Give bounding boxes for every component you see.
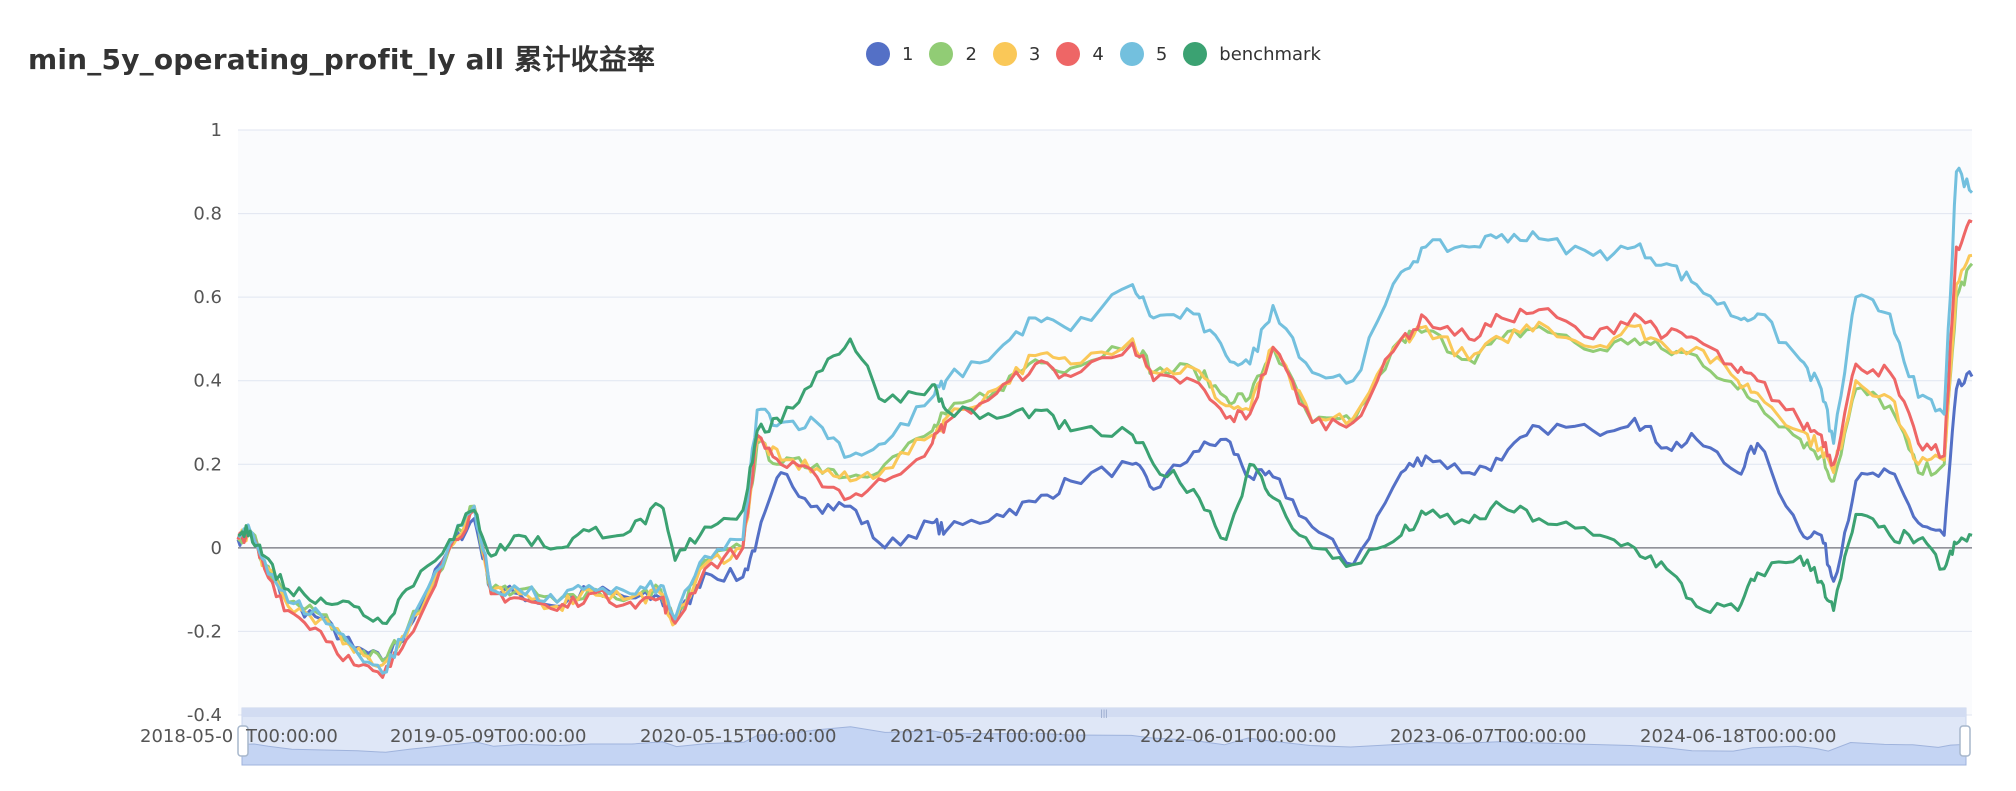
legend-marker-icon [1056,42,1081,66]
legend-item-2[interactable]: 2 [929,42,977,66]
y-tick-label: -0.2 [187,621,222,642]
legend-item-4[interactable]: 4 [1056,42,1104,66]
y-tick-label: 0.8 [193,204,222,225]
y-tick-label: 0.6 [193,287,222,308]
y-tick-label: 0.4 [193,371,222,392]
x-tick-label: 2022-06-01T00:00:00 [1140,726,1336,747]
x-tick-label: 2019-05-09T00:00:00 [390,726,586,747]
legend-marker-icon [866,42,890,66]
y-tick-label: 0.2 [193,454,222,475]
x-tick-label: 2021-05-24T00:00:00 [890,726,1086,747]
x-tick-label: 2020-05-15T00:00:00 [640,726,836,747]
legend-marker-icon [1183,42,1208,66]
legend-label: 4 [1092,43,1104,65]
x-tick-label: T00:00:00 [245,726,338,747]
legend-label: benchmark [1219,43,1321,65]
legend-marker-icon [929,42,954,66]
legend-label: 2 [965,43,977,65]
zoom-handle-right[interactable] [1959,725,1971,757]
legend-marker-icon [1119,42,1144,66]
legend-label: 1 [902,43,914,65]
zoom-grip-icon: ||| [1100,708,1107,718]
legend: 1 2 3 4 5 benchmark [866,40,1337,68]
x-tick-label: 2018-05-0 [140,726,233,747]
x-tick-label: 2023-06-07T00:00:00 [1390,726,1586,747]
plot-area [238,130,1972,715]
legend-label: 5 [1155,43,1168,65]
zoom-handle-left[interactable] [237,725,249,757]
legend-item-benchmark[interactable]: benchmark [1183,42,1321,66]
y-tick-label: -0.4 [187,705,222,726]
legend-item-3[interactable]: 3 [992,42,1041,66]
series-line-benchmark [237,337,1973,625]
series-line-5 [237,166,1974,675]
legend-marker-icon [992,42,1017,66]
zoom-preview [241,726,1967,766]
x-tick-label: 2024-06-18T00:00:00 [1640,726,1836,747]
legend-label: 3 [1028,43,1041,65]
chart-title: min_5y_operating_profit_ly all 累计收益率 [28,43,656,76]
legend-item-1[interactable]: 1 [866,42,913,66]
legend-item-5[interactable]: 5 [1119,42,1168,66]
zoom-bar-top [242,708,1966,717]
y-tick-label: 0 [211,538,222,559]
y-tick-label: 1 [211,120,222,141]
